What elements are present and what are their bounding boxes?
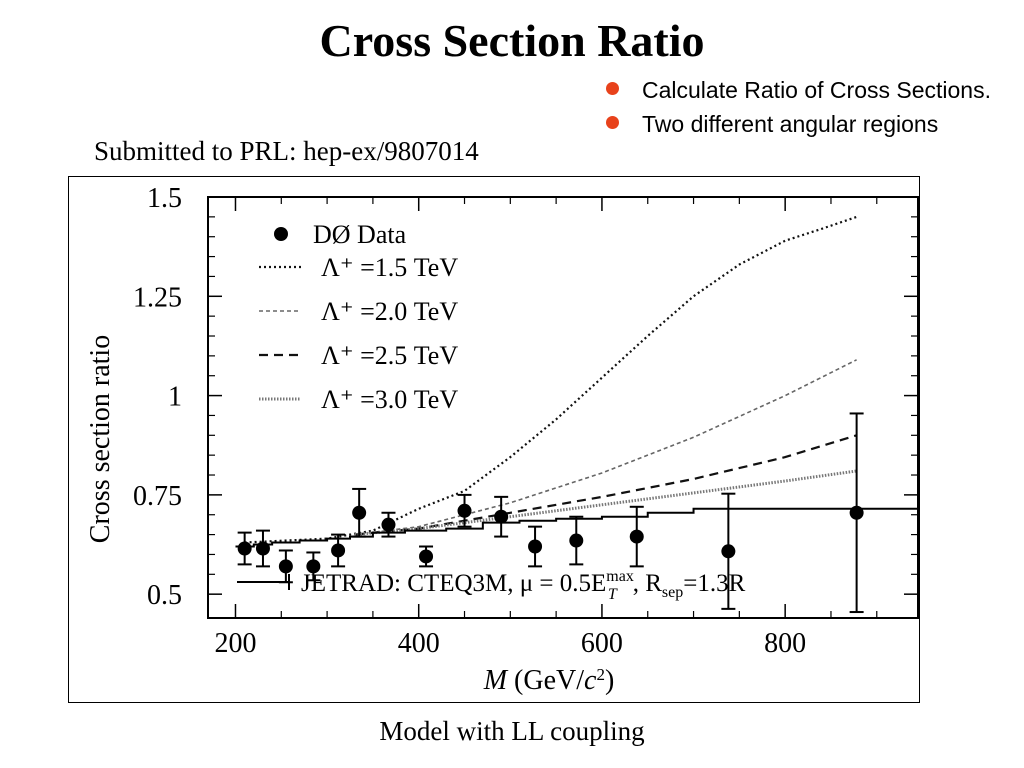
legend-curve-label: Λ⁺ =1.5 TeV bbox=[321, 253, 458, 282]
legend-curve-label: Λ⁺ =2.0 TeV bbox=[321, 297, 458, 326]
data-point bbox=[419, 545, 434, 568]
legend-jetrad-label: JETRAD: CTEQ3M, μ = 0.5Emax T, Rsep=1.3R bbox=[301, 568, 746, 603]
series-curve bbox=[354, 434, 857, 536]
x-axis-label: M (GeV/c2) bbox=[483, 665, 615, 697]
series-curve bbox=[354, 359, 857, 536]
data-marker bbox=[255, 541, 270, 556]
bullet-dot-icon bbox=[606, 82, 619, 95]
data-marker bbox=[494, 509, 509, 524]
figure-caption: Model with LL coupling bbox=[379, 716, 645, 746]
data-point bbox=[629, 505, 644, 568]
cross-section-chart: 200 400 600 800 0.5 0.75 1 1.25 1.5 DØ Data Λ⁺ =1… bbox=[85, 183, 919, 697]
x-tick-label: 400 bbox=[398, 628, 440, 659]
x-tick-label: 800 bbox=[764, 628, 806, 659]
data-point bbox=[331, 533, 346, 568]
data-marker bbox=[457, 503, 472, 518]
series-curve bbox=[235, 507, 918, 548]
y-axis-label: Cross section ratio bbox=[85, 335, 116, 543]
data-marker bbox=[381, 517, 396, 532]
data-marker bbox=[278, 559, 293, 574]
data-point bbox=[278, 549, 293, 584]
data-marker bbox=[331, 543, 346, 558]
data-marker bbox=[419, 549, 434, 564]
y-tick-label: 1 bbox=[168, 382, 182, 413]
y-tick-label: 0.5 bbox=[147, 580, 182, 611]
x-tick-label: 600 bbox=[581, 628, 623, 659]
data-point bbox=[528, 525, 543, 568]
y-tick-label: 0.75 bbox=[133, 481, 182, 512]
data-marker bbox=[629, 529, 644, 544]
series-curve bbox=[244, 215, 857, 544]
data-point bbox=[352, 487, 367, 538]
series-curve bbox=[354, 469, 857, 537]
legend-data-marker bbox=[274, 227, 288, 241]
legend-curve-label: Λ⁺ =2.5 TeV bbox=[321, 341, 458, 370]
x-tick-label: 200 bbox=[214, 628, 256, 659]
data-marker bbox=[528, 539, 543, 554]
bullet-list: Calculate Ratio of Cross Sections. Two d… bbox=[604, 76, 1024, 144]
data-point bbox=[849, 412, 864, 614]
y-tick-label: 1.25 bbox=[133, 282, 182, 313]
data-marker bbox=[352, 505, 367, 520]
data-marker bbox=[849, 505, 864, 520]
bullet-dot-icon bbox=[606, 116, 619, 129]
data-point bbox=[494, 495, 509, 538]
plot-area bbox=[207, 196, 919, 619]
data-point bbox=[569, 515, 584, 566]
data-point bbox=[306, 551, 321, 582]
data-marker bbox=[721, 544, 736, 559]
y-tick-label: 1.5 bbox=[147, 183, 182, 214]
legend-data-label: DØ Data bbox=[313, 220, 407, 249]
slide-title: Cross Section Ratio bbox=[319, 15, 705, 66]
bullet-item: Calculate Ratio of Cross Sections. bbox=[604, 76, 1024, 104]
bullet-text: Calculate Ratio of Cross Sections. bbox=[642, 77, 991, 103]
bullet-text: Two different angular regions bbox=[642, 111, 939, 137]
subtitle-reference: Submitted to PRL: hep-ex/9807014 bbox=[94, 136, 479, 166]
data-point bbox=[237, 531, 252, 566]
data-marker bbox=[569, 533, 584, 548]
data-marker bbox=[306, 559, 321, 574]
figure-frame: 200 400 600 800 0.5 0.75 1 1.25 1.5 DØ Data Λ⁺ =1… bbox=[68, 176, 920, 703]
data-point bbox=[457, 493, 472, 528]
data-marker bbox=[237, 541, 252, 556]
data-point bbox=[721, 492, 736, 610]
bullet-item: Two different angular regions bbox=[604, 110, 1024, 138]
legend-curve-label: Λ⁺ =3.0 TeV bbox=[321, 385, 458, 414]
data-point bbox=[255, 529, 270, 568]
data-point bbox=[381, 511, 396, 538]
